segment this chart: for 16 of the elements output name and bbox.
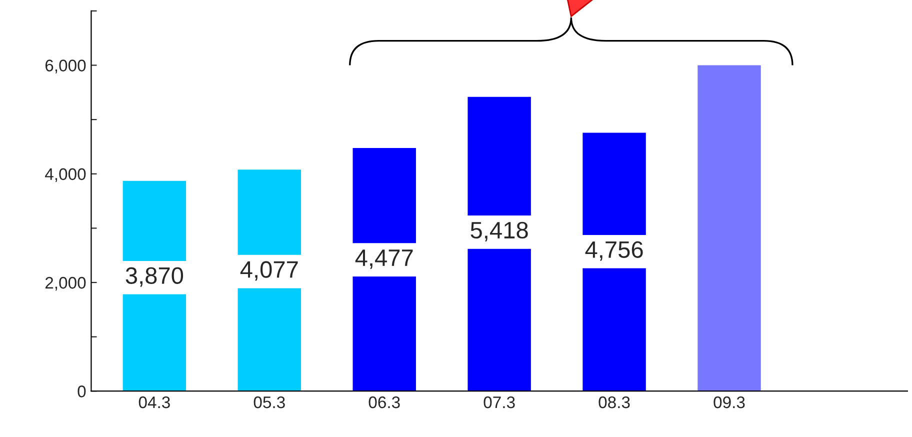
- y-tick-label: 4,000: [45, 168, 86, 182]
- bar: [698, 65, 761, 392]
- data-label: 4,756: [585, 241, 643, 261]
- data-label: 5,418: [470, 222, 528, 242]
- y-tick-label: 0: [78, 386, 86, 398]
- x-tick-label: 05.3: [254, 396, 285, 408]
- data-label: 3,870: [126, 267, 184, 287]
- x-tick-label: 04.3: [138, 396, 170, 408]
- data-label: 4,077: [240, 261, 298, 281]
- y-tick-label: 6,000: [45, 60, 86, 74]
- x-tick-label: 06.3: [368, 396, 400, 408]
- data-label: 4,477: [355, 250, 413, 269]
- x-tick-label: 07.3: [484, 396, 515, 408]
- y-tick-label: 2,000: [45, 276, 86, 291]
- x-tick-label: 09.3: [714, 396, 745, 408]
- x-tick-label: 08.3: [598, 396, 630, 408]
